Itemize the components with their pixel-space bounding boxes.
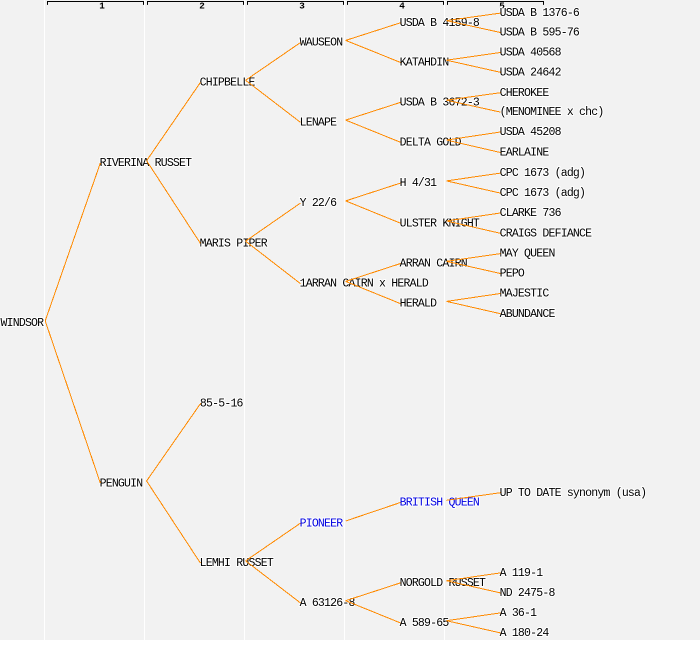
svg-text:ND 2475-8: ND 2475-8 — [500, 587, 556, 600]
svg-text:USDA B 3672-3: USDA B 3672-3 — [400, 97, 480, 110]
svg-text:USDA B 595-76: USDA B 595-76 — [500, 27, 580, 40]
svg-text:5: 5 — [499, 1, 505, 12]
svg-text:A 119-1: A 119-1 — [500, 567, 544, 580]
svg-text:RIVERINA RUSSET: RIVERINA RUSSET — [100, 157, 193, 170]
svg-text:WAUSEON: WAUSEON — [300, 37, 343, 50]
svg-text:WINDSOR: WINDSOR — [1, 317, 45, 330]
svg-text:4: 4 — [399, 1, 405, 12]
svg-text:A 589-65: A 589-65 — [400, 617, 450, 630]
svg-text:MAY QUEEN: MAY QUEEN — [500, 248, 555, 261]
svg-text:USDA 45208: USDA 45208 — [500, 126, 562, 139]
svg-text:CLARKE 736: CLARKE 736 — [500, 207, 562, 220]
svg-text:USDA 40568: USDA 40568 — [500, 47, 562, 60]
svg-text:ULSTER KNIGHT: ULSTER KNIGHT — [400, 217, 480, 230]
svg-text:85-5-16: 85-5-16 — [200, 397, 244, 410]
svg-text:CHEROKEE: CHEROKEE — [500, 87, 550, 100]
svg-text:H 4/31: H 4/31 — [400, 177, 438, 190]
svg-text:A 180-24: A 180-24 — [500, 627, 550, 640]
svg-text:A 36-1: A 36-1 — [500, 607, 538, 620]
svg-text:USDA B 1376-6: USDA B 1376-6 — [500, 7, 580, 20]
svg-text:CHIPBELLE: CHIPBELLE — [200, 77, 256, 90]
svg-text:CPC 1673 (adg): CPC 1673 (adg) — [500, 187, 586, 200]
svg-text:A 63126-8: A 63126-8 — [300, 597, 356, 610]
svg-text:USDA B 4159-8: USDA B 4159-8 — [400, 17, 480, 30]
svg-text:MARIS PIPER: MARIS PIPER — [200, 237, 268, 250]
svg-text:HERALD: HERALD — [400, 298, 438, 311]
svg-text:UP TO DATE synonym (usa): UP TO DATE synonym (usa) — [500, 487, 647, 500]
svg-text:PEPO: PEPO — [500, 268, 525, 281]
svg-text:CPC 1673 (adg): CPC 1673 (adg) — [500, 167, 586, 180]
svg-text:BRITISH QUEEN: BRITISH QUEEN — [400, 497, 479, 510]
svg-text:USDA 24642: USDA 24642 — [500, 66, 562, 79]
svg-text:NORGOLD RUSSET: NORGOLD RUSSET — [400, 577, 486, 590]
svg-text:CRAIGS DEFIANCE: CRAIGS DEFIANCE — [500, 227, 593, 240]
svg-text:LEMHI RUSSET: LEMHI RUSSET — [200, 557, 274, 570]
svg-text:PENGUIN: PENGUIN — [100, 477, 143, 490]
svg-text:2: 2 — [199, 1, 205, 12]
svg-text:PIONEER: PIONEER — [300, 517, 344, 530]
svg-text:MAJESTIC: MAJESTIC — [500, 288, 550, 301]
svg-text:3: 3 — [299, 1, 305, 12]
svg-text:EARLAINE: EARLAINE — [500, 147, 550, 160]
svg-text:(MENOMINEE x chc): (MENOMINEE x chc) — [500, 106, 604, 119]
svg-text:ABUNDANCE: ABUNDANCE — [500, 308, 556, 321]
svg-text:1: 1 — [99, 1, 105, 12]
svg-text:1ARRAN CAIRN x HERALD: 1ARRAN CAIRN x HERALD — [300, 278, 429, 291]
svg-text:KATAHDIN: KATAHDIN — [400, 57, 449, 70]
svg-text:LENAPE: LENAPE — [300, 116, 338, 129]
svg-text:DELTA GOLD: DELTA GOLD — [400, 136, 462, 149]
svg-text:Y 22/6: Y 22/6 — [300, 197, 338, 210]
